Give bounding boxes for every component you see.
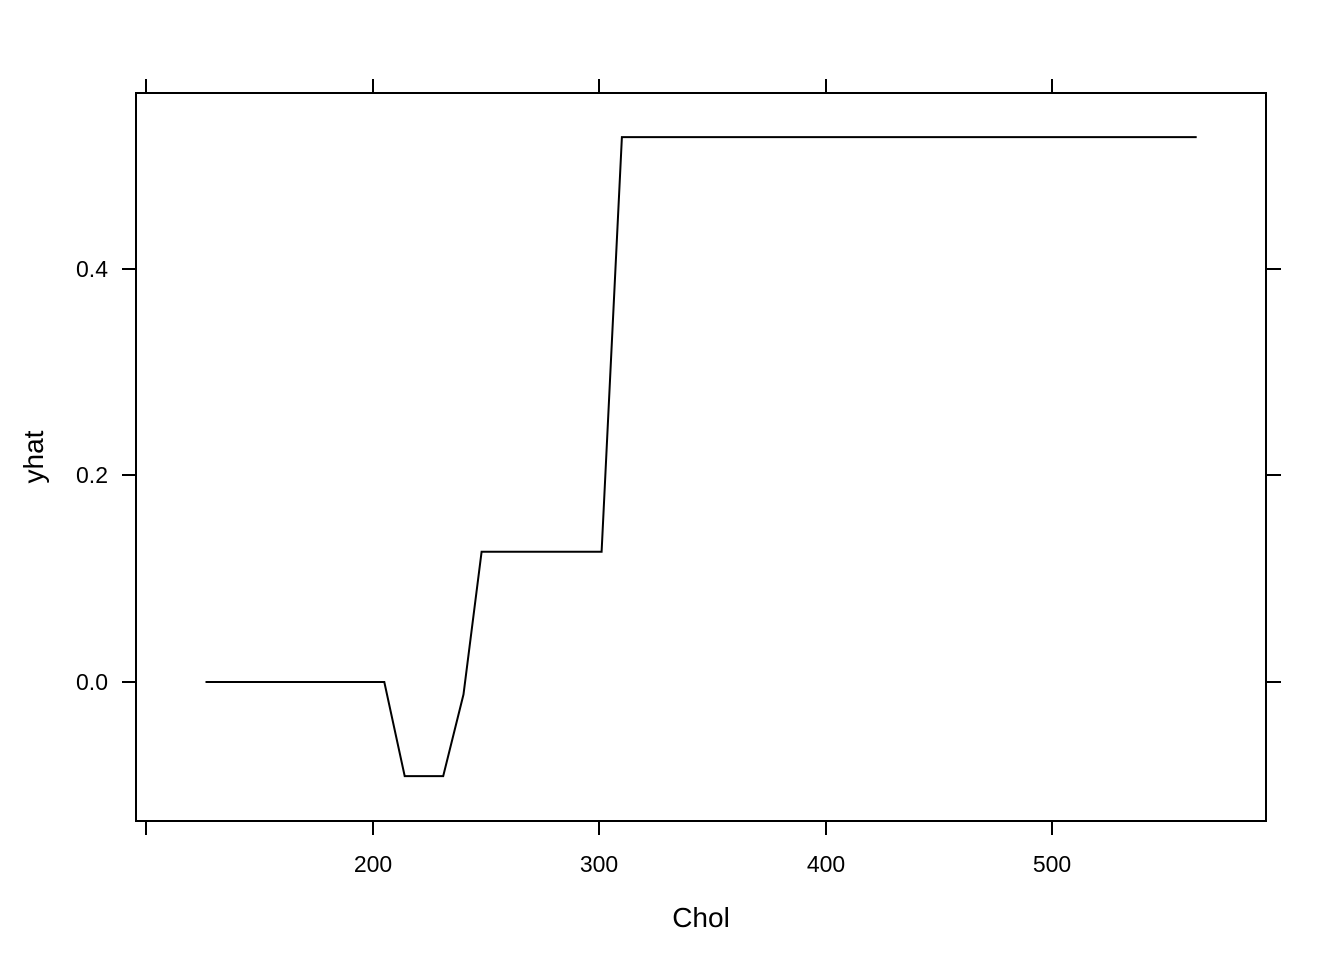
series-line bbox=[205, 136, 1197, 778]
x-top-ticks bbox=[145, 79, 1053, 93]
y-tick-label: 0.4 bbox=[76, 256, 108, 282]
x-tick-label: 500 bbox=[1033, 851, 1071, 877]
y-right-ticks bbox=[1266, 268, 1281, 683]
x-axis-title: Chol bbox=[672, 902, 730, 933]
x-tick-label: 400 bbox=[807, 851, 845, 877]
x-tick-labels: 200 300 400 500 bbox=[354, 851, 1071, 877]
y-axis-title: yhat bbox=[18, 430, 49, 483]
y-tick-label: 0.0 bbox=[76, 669, 108, 695]
x-tick-label: 300 bbox=[580, 851, 618, 877]
x-tick-label: 200 bbox=[354, 851, 392, 877]
y-tick-labels: 0.0 0.2 0.4 bbox=[76, 256, 108, 695]
x-bottom-ticks bbox=[145, 821, 1053, 835]
plot-frame bbox=[135, 92, 1267, 822]
y-left-ticks bbox=[122, 268, 136, 683]
y-tick-label: 0.2 bbox=[76, 462, 108, 488]
